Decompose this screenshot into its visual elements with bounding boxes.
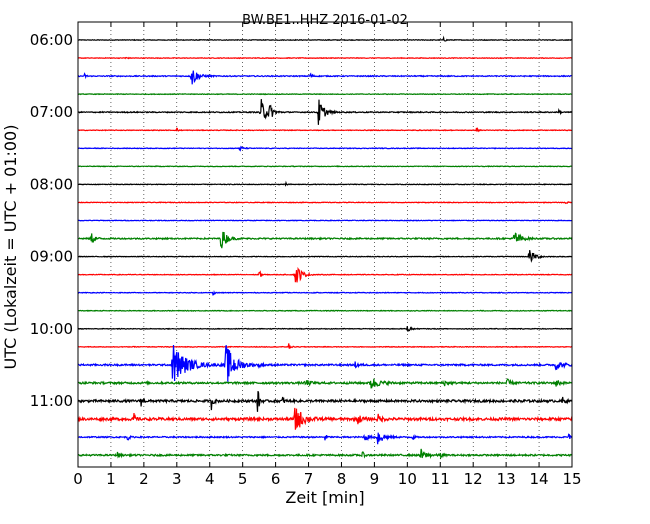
x-tick-label: 4 [205,470,215,488]
x-tick-label: 15 [562,470,581,488]
trace-line [77,432,573,445]
y-tick-label: 11:00 [30,392,73,410]
trace-line [77,70,573,85]
trace-line [77,290,573,296]
trace-line [77,35,573,42]
y-tick-label: 09:00 [30,248,73,266]
x-tick-label: 10 [398,470,417,488]
x-tick-label: 0 [73,470,83,488]
y-tick-label: 07:00 [30,103,73,121]
traces-layer [77,35,573,460]
y-tick-label: 08:00 [30,175,73,193]
y-tick-label: 06:00 [30,31,73,49]
x-tick-label: 3 [172,470,182,488]
trace-line [77,344,573,382]
x-axis-label: Zeit [min] [285,488,364,507]
x-tick-label: 14 [530,470,549,488]
trace-line [77,200,573,205]
trace-line [77,99,573,125]
x-tick-label: 11 [431,470,450,488]
trace-line [77,165,573,168]
x-tick-label: 7 [304,470,314,488]
trace-line [78,250,573,263]
trace-line [77,145,573,152]
x-tick-label: 8 [337,470,347,488]
trace-line [77,391,573,412]
chart-title: BW.BE1..HHZ 2016-01-02 [242,13,408,28]
x-tick-label: 5 [238,470,248,488]
plot-frame [77,21,573,468]
trace-line [77,266,573,283]
trace-line [77,309,573,313]
trace-line [77,378,573,389]
ticks-layer: 0 1 2 3 4 5 6 7 8 9 10 11 12 13 14 1506:0007:0008:0009:… [30,22,582,488]
y-axis-label: UTC (Lokalzeit = UTC + 01:00) [1,125,20,370]
x-tick-label: 12 [464,470,483,488]
trace-line [77,219,573,222]
x-tick-label: 13 [497,470,516,488]
trace-line [77,180,573,187]
y-tick-label: 10:00 [30,320,73,338]
trace-line [77,448,573,460]
trace-line [77,407,573,430]
x-tick-label: 1 [106,470,116,488]
trace-line [77,92,573,96]
x-tick-label: 9 [370,470,380,488]
x-tick-label: 6 [271,470,281,488]
trace-line [77,326,573,332]
trace-line [77,343,573,349]
trace-line [77,56,573,60]
x-tick-label: 2 [139,470,149,488]
trace-line [78,127,573,133]
trace-line [77,231,573,249]
